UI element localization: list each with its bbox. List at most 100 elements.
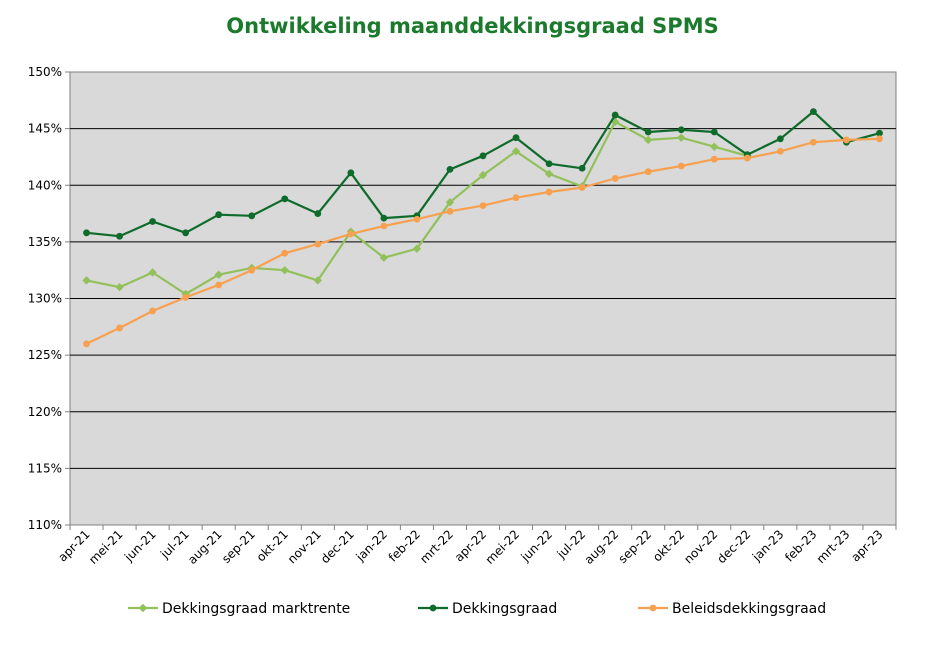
data-point [776,147,784,155]
x-tick-label: sep-21 [219,527,258,566]
data-point [743,154,751,162]
data-point [545,160,553,168]
data-point [83,340,90,348]
data-point [314,240,322,248]
data-point [545,188,553,196]
legend-item: Dekkingsgraad [418,601,557,617]
data-point [445,198,455,207]
data-point [214,270,223,279]
data-point [182,293,190,301]
data-point [610,117,620,127]
x-tick-label: mei-22 [483,527,523,567]
x-tick-label: dec-22 [714,527,753,566]
data-point [611,175,619,182]
chart-title: Ontwikkeling maanddekkingsgraad SPMS [226,14,719,38]
data-point [644,168,652,176]
data-point [479,202,487,210]
x-tick-label: aug-21 [185,527,225,567]
data-point [876,129,883,137]
y-tick-label: 140% [28,178,62,192]
data-point [677,126,685,134]
x-tick-label: nov-22 [681,527,720,566]
data-point [115,282,124,292]
data-point [380,214,388,222]
y-tick-label: 145% [28,122,62,136]
series-2 [83,135,883,348]
legend-label: Dekkingsgraad marktrente [162,601,350,617]
data-point [710,155,718,163]
data-point [347,169,355,177]
x-tick-label: feb-23 [782,527,819,564]
data-point [280,265,289,275]
data-point [446,165,454,173]
data-point [314,210,322,217]
data-point [347,230,355,238]
data-point [380,222,388,230]
x-tick-label: feb-22 [386,527,423,564]
x-tick-label: dec-21 [318,527,357,566]
data-point [281,195,289,203]
x-tick-label: nov-21 [285,527,324,566]
x-tick-label: jan-22 [353,527,390,564]
data-point [710,142,719,151]
y-axis: 110% 115% 120% 125% 130% 135% 140% 145% 150% [28,65,70,532]
legend-label: Dekkingsgraad [452,601,557,617]
data-point [248,266,256,274]
data-point [677,133,686,142]
x-tick-label: apr-23 [848,527,885,564]
data-point [215,211,223,219]
y-tick-label: 135% [28,235,62,249]
x-tick-label: mei-21 [86,527,126,567]
legend: Dekkingsgraad marktrente Dekkingsgraad Bel… [128,601,826,617]
data-point [479,152,487,160]
data-point [776,135,784,143]
data-point [544,169,554,179]
data-point [677,162,685,170]
data-point [810,138,817,146]
data-point [446,207,454,215]
y-tick-label: 130% [28,292,62,306]
data-point [215,281,223,289]
data-point [810,108,817,116]
legend-label: Beleidsdekkingsgraad [672,601,826,617]
data-point [644,135,653,145]
x-tick-label: aug-22 [582,527,622,567]
x-tick-label: okt-21 [254,527,291,564]
legend-marker [138,603,148,613]
legend-marker [429,604,437,612]
data-point [248,212,256,220]
y-tick-label: 110% [28,518,62,532]
y-tick-label: 115% [28,461,62,475]
data-point [379,253,389,262]
data-point [116,232,123,240]
data-point [478,170,488,180]
y-tick-label: 120% [28,405,62,419]
data-point [644,128,652,136]
y-tick-label: 125% [28,348,62,362]
legend-item: Beleidsdekkingsgraad [638,601,826,617]
data-point [148,268,157,277]
data-point [843,136,850,144]
data-point [611,111,619,119]
x-tick-label: mrt-23 [814,527,853,566]
x-tick-label: okt-22 [650,527,687,564]
series-lines [82,108,883,348]
data-point [512,134,520,142]
data-point [82,276,91,285]
y-tick-label: 150% [28,65,62,79]
x-tick-label: sep-22 [616,527,655,566]
data-point [182,229,190,237]
data-point [876,135,883,143]
data-point [413,215,421,223]
data-point [149,218,157,225]
data-point [512,194,520,202]
x-tick-label: jun-21 [121,527,159,565]
legend-marker [649,604,657,612]
data-point [149,307,157,315]
grid-lines [70,128,896,469]
data-point [116,324,123,332]
data-point [313,276,322,285]
legend-item: Dekkingsgraad marktrente [128,601,350,617]
